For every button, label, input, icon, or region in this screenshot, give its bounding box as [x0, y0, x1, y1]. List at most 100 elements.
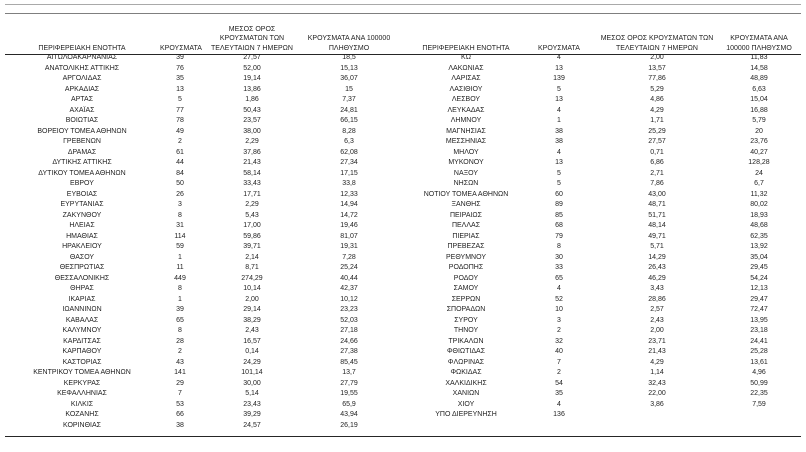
cell-avg7: 1,86	[245, 96, 259, 103]
cell-avg7: 23,71	[648, 337, 666, 345]
table-row: ΡΟΔΟΥ 65 46,29 54,24	[412, 274, 802, 285]
cell-region: ΑΧΑΪΑΣ	[69, 106, 95, 114]
cell-cases: 3	[178, 201, 182, 208]
cell-region: ΜΑΓΝΗΣΙΑΣ	[446, 127, 486, 135]
cell-per100k: 7,37	[342, 96, 356, 103]
cell-avg7: 48,71	[648, 201, 666, 208]
table-row: ΝΟΤΙΟΥ ΤΟΜΕΑ ΑΘΗΝΩΝ 60 43,00 11,32	[412, 190, 802, 201]
cell-avg7: 25,29	[648, 127, 666, 135]
cell-per100k: 7,28	[342, 253, 356, 261]
table-row: ΦΘΙΩΤΙΔΑΣ 40 21,43 25,28	[412, 347, 802, 358]
cell-avg7: 52,00	[243, 64, 261, 72]
cell-region: ΚΙΛΚΙΣ	[70, 400, 94, 408]
cell-region: ΑΡΚΑΔΙΑΣ	[64, 85, 100, 93]
cell-per100k: 35,04	[750, 253, 768, 261]
cell-avg7: 6,86	[650, 159, 664, 166]
cell-per100k: 72,47	[750, 306, 768, 313]
cell-region: ΠΡΕΒΕΖΑΣ	[447, 243, 485, 250]
cell-avg7: 101,14	[241, 369, 263, 376]
table-row: ΛΑΡΙΣΑΣ 139 77,86 48,89	[412, 74, 802, 85]
table-row: ΚΩ 4 2,00 11,83	[412, 53, 802, 64]
table-row: ΛΗΜΝΟΥ 1 1,71 5,79	[412, 116, 802, 127]
cell-avg7: 28,86	[648, 295, 666, 303]
cell-per100k: 24,66	[340, 337, 358, 345]
cell-region: ΑΡΓΟΛΙΔΑΣ	[62, 75, 102, 82]
cell-per100k: 27,18	[340, 327, 358, 334]
table-row: ΑΡΚΑΔΙΑΣ 13 13,86 15	[6, 85, 396, 96]
cell-cases: 7	[557, 358, 561, 366]
cell-cases: 26	[176, 190, 184, 198]
cell-avg7: 23,43	[243, 400, 261, 408]
cell-region: ΘΕΣΣΑΛΟΝΙΚΗΣ	[54, 274, 110, 282]
table-row: ΑΝΑΤΟΛΙΚΗΣ ΑΤΤΙΚΗΣ 76 52,00 15,13	[6, 64, 396, 75]
cell-cases: 32	[555, 337, 563, 345]
cell-per100k: 27,38	[340, 348, 358, 355]
cell-cases: 29	[176, 379, 184, 387]
cell-avg7: 21,43	[648, 348, 666, 355]
cell-region: ΝΟΤΙΟΥ ΤΟΜΕΑ ΑΘΗΝΩΝ	[423, 190, 509, 198]
cell-cases: 5	[557, 180, 561, 187]
cell-per100k: 17,15	[340, 169, 358, 177]
cell-region: ΡΟΔΟΥ	[453, 274, 479, 282]
cell-avg7: 24,57	[243, 421, 261, 429]
cell-cases: 5	[178, 96, 182, 103]
table-row: ΑΙΤΩΛΟΑΚΑΡΝΑΝΙΑΣ 39 27,57 18,5	[6, 53, 396, 64]
cell-cases: 39	[176, 306, 184, 313]
cell-cases: 77	[176, 106, 184, 114]
cell-cases: 38	[176, 421, 184, 429]
cell-cases: 4	[557, 106, 561, 114]
cell-region: ΤΗΝΟΥ	[453, 327, 479, 334]
table-row: ΔΥΤΙΚΗΣ ΑΤΤΙΚΗΣ 44 21,43 27,34	[6, 158, 396, 169]
cell-avg7: 43,00	[648, 190, 666, 198]
cell-region: ΚΩ	[461, 54, 471, 61]
cell-region: ΚΑΒΑΛΑΣ	[65, 316, 99, 324]
cell-cases: 8	[178, 327, 182, 334]
cell-avg7: 0,14	[245, 348, 259, 355]
cell-per100k: 23,23	[340, 306, 358, 313]
cell-cases: 39	[176, 54, 184, 61]
table-row: ΣΠΟΡΑΔΩΝ 10 2,57 72,47	[412, 305, 802, 316]
cell-cases: 11	[176, 264, 184, 271]
cell-per100k: 18,93	[750, 211, 768, 219]
cell-per100k: 29,45	[750, 264, 768, 271]
cell-per100k: 24,41	[750, 337, 768, 345]
cell-region: ΝΗΣΩΝ	[453, 180, 479, 187]
cell-region: ΛΑΡΙΣΑΣ	[451, 75, 481, 82]
cell-cases: 59	[176, 243, 184, 250]
cell-cases: 85	[555, 211, 563, 219]
cell-per100k: 13,92	[750, 243, 768, 250]
cell-region: ΔΥΤΙΚΟΥ ΤΟΜΕΑ ΑΘΗΝΩΝ	[38, 169, 126, 177]
cell-cases: 5	[557, 85, 561, 93]
table-row: ΑΡΓΟΛΙΔΑΣ 35 19,14 36,07	[6, 74, 396, 85]
cell-region: ΦΘΙΩΤΙΔΑΣ	[446, 348, 486, 355]
cell-avg7: 4,29	[650, 106, 664, 114]
cell-region: ΚΑΛΥΜΝΟΥ	[62, 327, 102, 334]
cell-per100k: 40,44	[340, 274, 358, 282]
cell-avg7: 5,14	[245, 390, 259, 397]
table-row: ΜΑΓΝΗΣΙΑΣ 38 25,29 20	[412, 127, 802, 138]
cell-per100k: 6,63	[752, 85, 766, 93]
cell-avg7: 3,86	[650, 400, 664, 408]
table-row: ΡΕΘΥΜΝΟΥ 30 14,29 35,04	[412, 253, 802, 264]
cell-avg7: 32,43	[648, 379, 666, 387]
cell-region: ΙΩΑΝΝΙΝΩΝ	[62, 306, 102, 313]
cell-cases: 114	[174, 232, 186, 240]
table-row: ΧΙΟΥ 4 3,86 7,59	[412, 400, 802, 411]
cell-per100k: 24,81	[340, 106, 358, 114]
cell-avg7: 27,57	[648, 138, 666, 145]
bottom-rule	[5, 436, 801, 437]
cell-avg7: 49,71	[648, 232, 666, 240]
cell-cases: 2	[178, 138, 182, 145]
cell-avg7: 59,86	[243, 232, 261, 240]
cell-region: ΛΗΜΝΟΥ	[450, 117, 482, 124]
cell-per100k: 24	[755, 169, 763, 177]
cell-cases: 13	[176, 85, 184, 93]
cell-per100k: 15,13	[340, 64, 358, 72]
cell-avg7: 48,14	[648, 222, 666, 229]
cell-cases: 54	[555, 379, 563, 387]
cell-cases: 76	[176, 64, 184, 72]
cell-avg7: 8,71	[245, 264, 259, 271]
cell-cases: 65	[176, 316, 184, 324]
cell-per100k: 48,68	[750, 222, 768, 229]
cell-per100k: 23,18	[750, 327, 768, 334]
